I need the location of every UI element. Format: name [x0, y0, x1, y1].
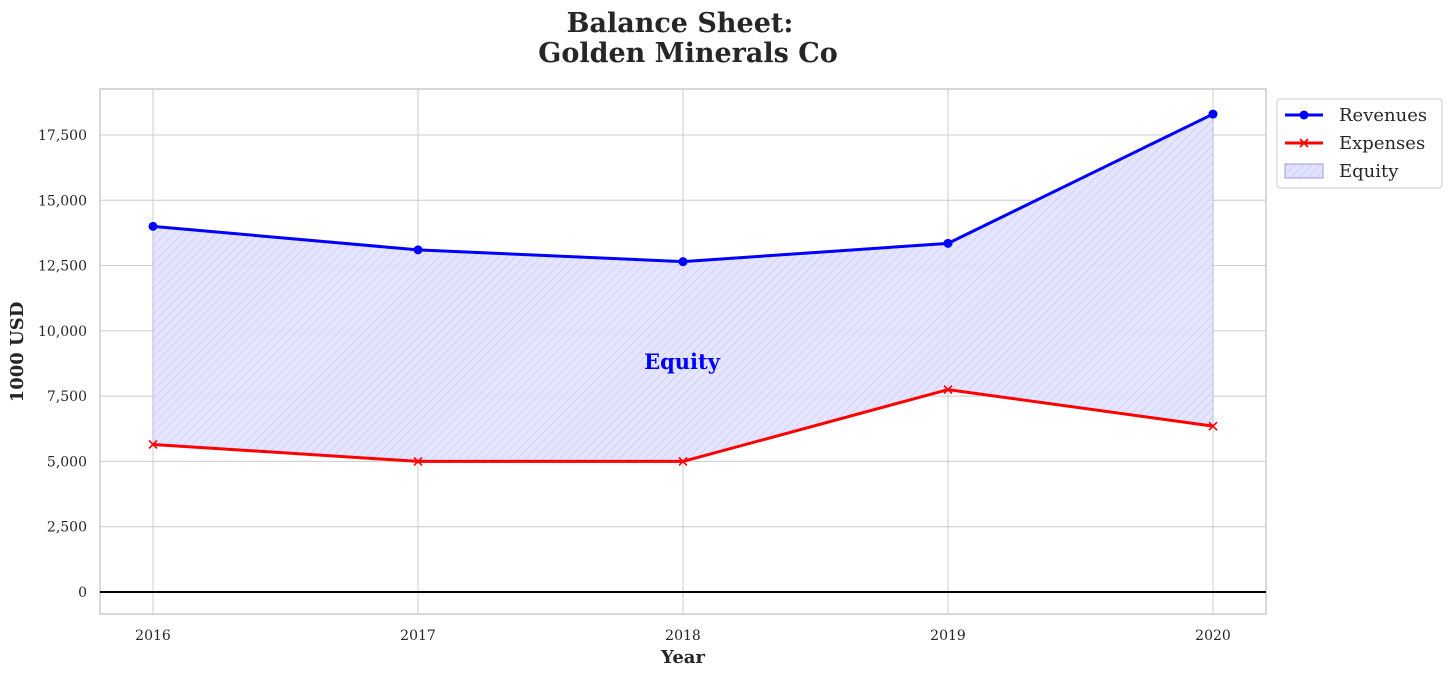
legend-label: Equity: [1339, 161, 1399, 182]
revenues-point: [678, 257, 688, 267]
expenses-point: [413, 456, 423, 466]
expenses-point: [943, 385, 953, 395]
legend: Revenues Expenses Equity: [1276, 98, 1443, 189]
revenues-point: [148, 221, 158, 231]
y-tick-label: 15,000: [38, 193, 87, 209]
x-tick-label: 2019: [930, 628, 966, 644]
chart-title-line2: Golden Minerals Co: [538, 38, 837, 69]
legend-label: Expenses: [1339, 133, 1425, 154]
x-axis-label: Year: [660, 647, 705, 668]
x-tick-label: 2017: [400, 628, 436, 644]
y-tick-label: 17,500: [38, 128, 87, 144]
legend-marker: [1299, 110, 1309, 120]
revenues-point: [413, 245, 423, 255]
y-tick-label: 7,500: [47, 389, 87, 405]
x-tick-label: 2020: [1195, 628, 1231, 644]
chart-title-line1: Balance Sheet:: [567, 8, 794, 39]
expenses-point: [678, 456, 688, 466]
axes: 2016 2017 2018 2019 2020 0 2,500 5,000 7,500 10,0…: [38, 88, 1267, 644]
plot-frame: [99, 88, 1267, 615]
legend-label: Revenues: [1339, 105, 1427, 126]
expenses-point: [1208, 421, 1218, 431]
x-tick-label: 2016: [135, 628, 171, 644]
revenues-point: [1208, 109, 1218, 119]
legend-marker: [1299, 138, 1309, 148]
y-tick-label: 2,500: [47, 520, 87, 536]
y-axis-label: 1000 USD: [7, 302, 28, 403]
expenses-point: [148, 439, 158, 450]
y-tick-label: 0: [78, 585, 87, 601]
revenues-point: [943, 238, 953, 248]
x-tick-label: 2018: [665, 628, 701, 644]
y-tick-label: 5,000: [47, 454, 87, 470]
equity-annotation: Equity: [644, 349, 721, 374]
series-group: [148, 109, 1218, 466]
y-tick-label: 12,500: [38, 259, 87, 275]
legend-swatch-equity: [1284, 163, 1324, 179]
y-tick-label: 10,000: [38, 324, 87, 340]
